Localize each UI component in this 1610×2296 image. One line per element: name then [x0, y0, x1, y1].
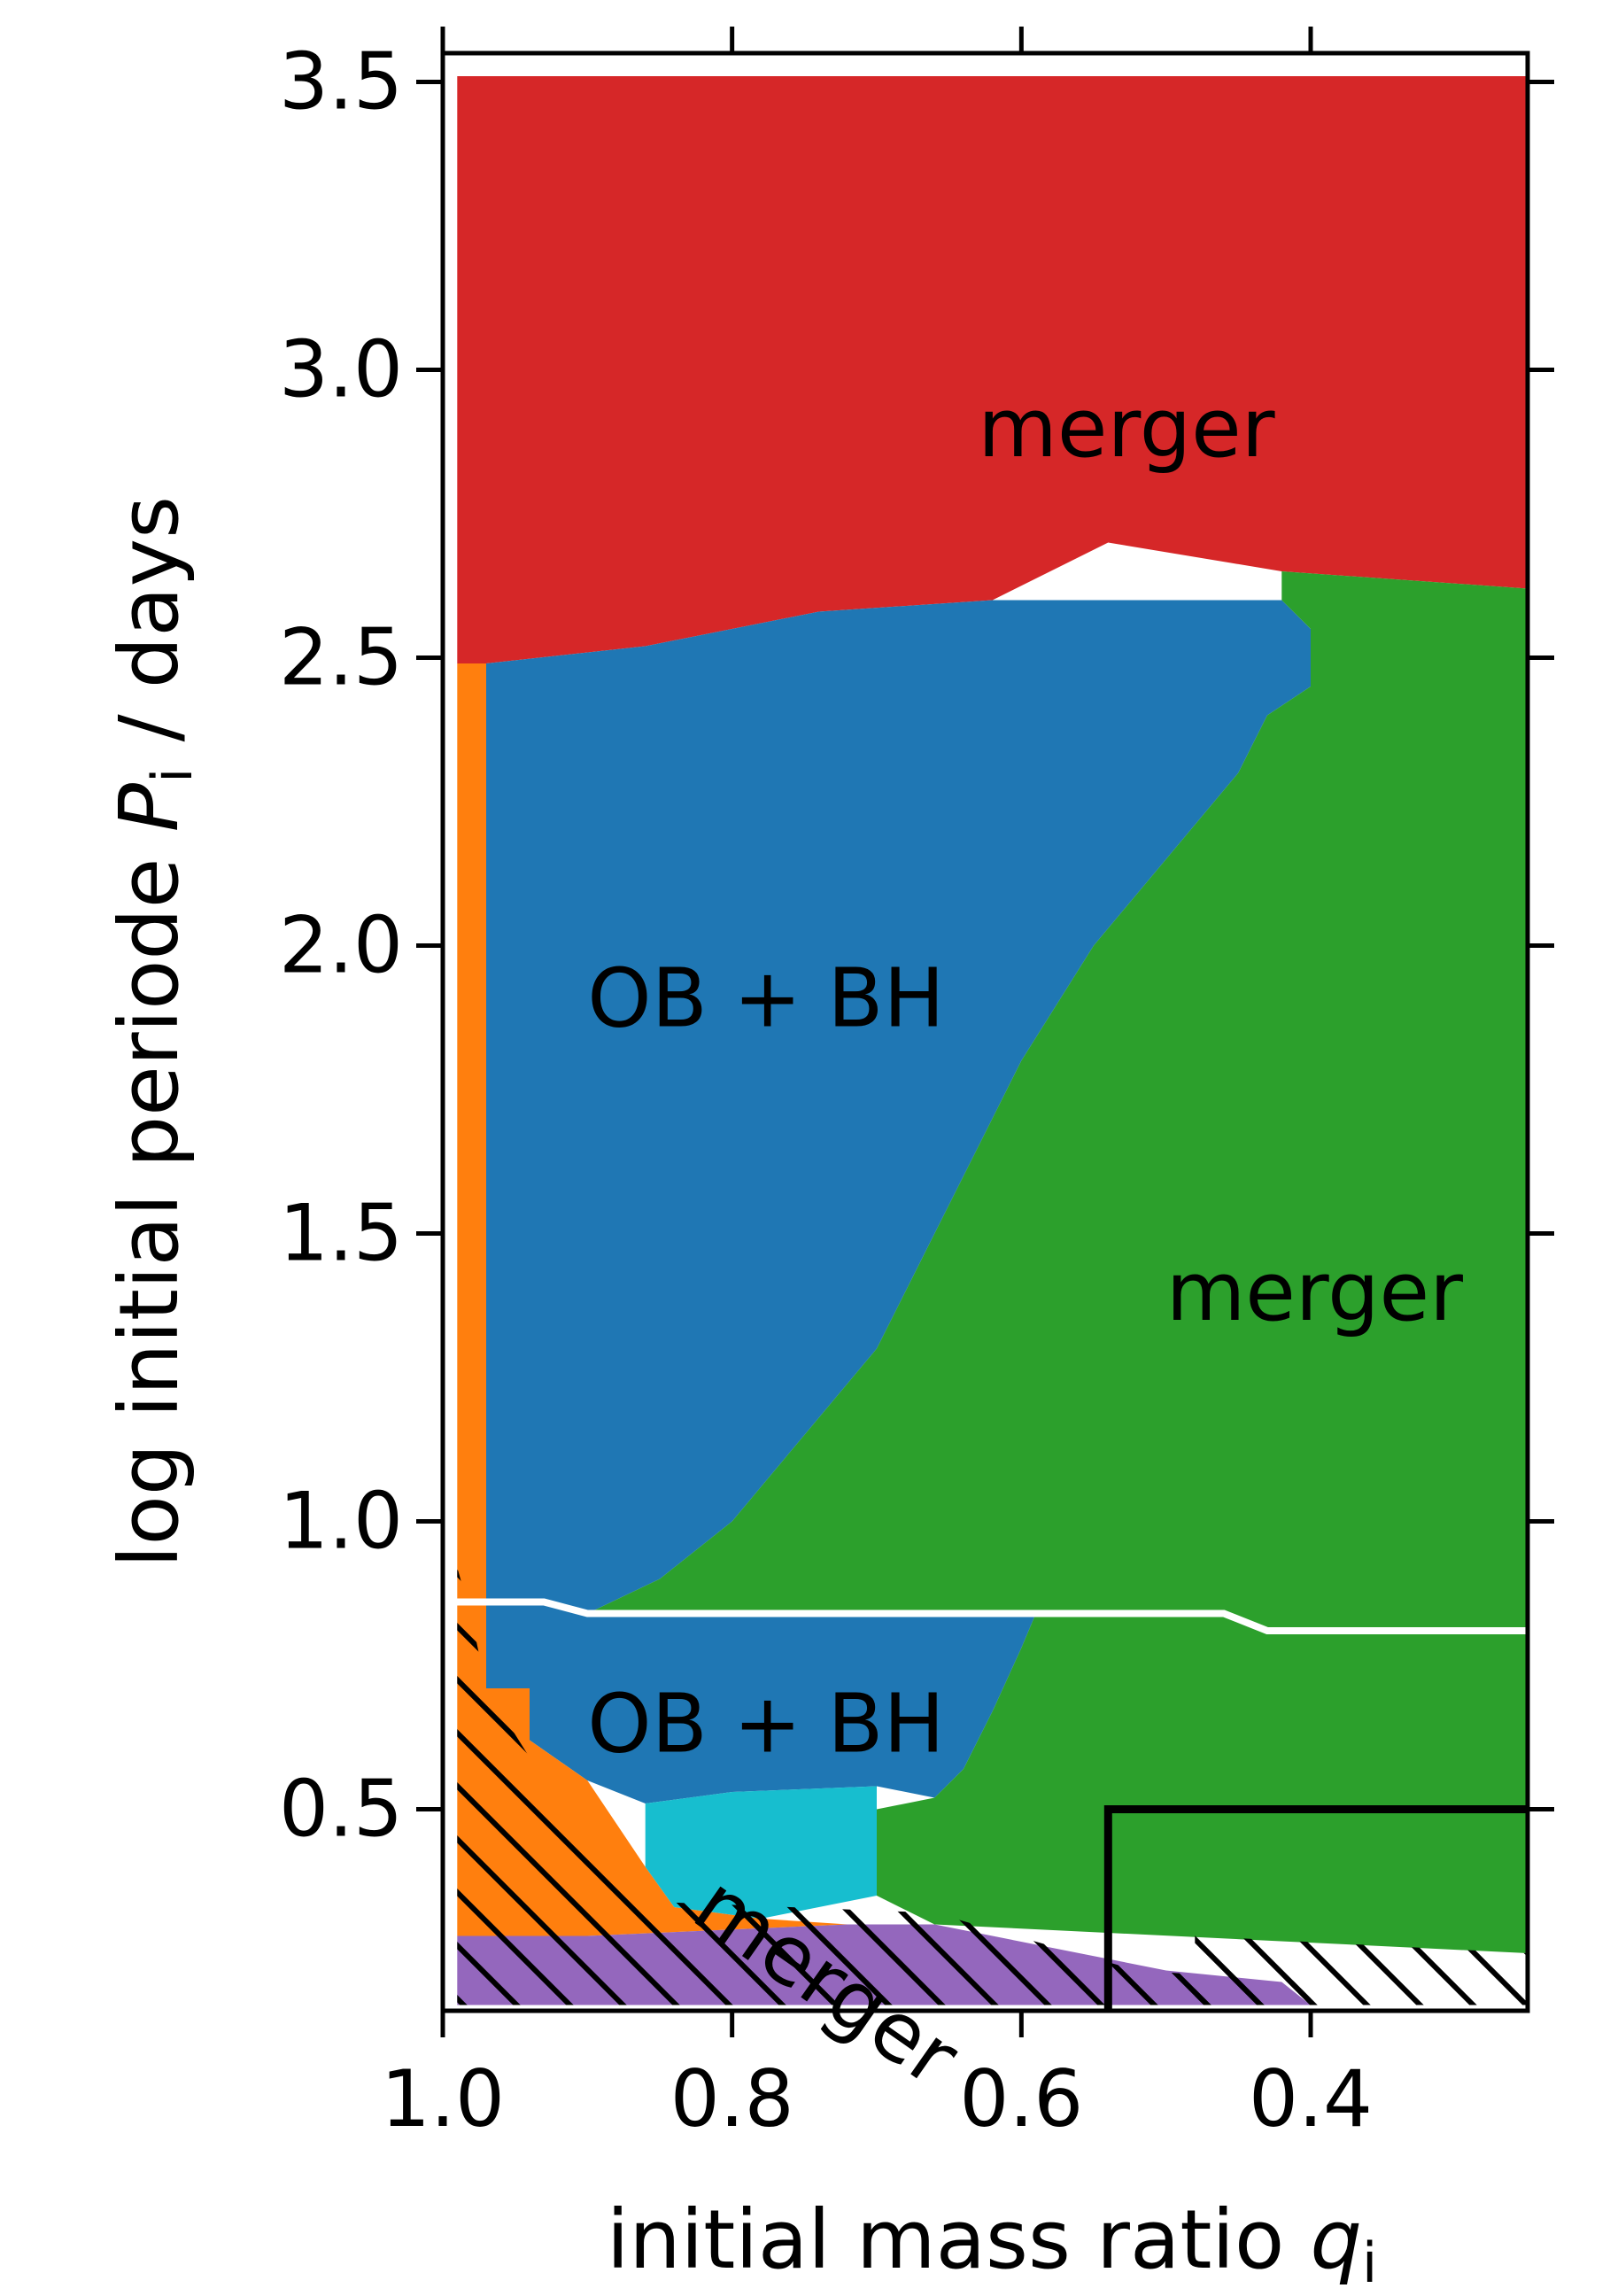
region-label-2: OB + BH	[587, 951, 944, 1046]
x-tick-label: 0.4	[1249, 2053, 1373, 2145]
region-label-4: OB + BH	[587, 1677, 944, 1772]
x-tick-label: 0.6	[959, 2053, 1083, 2145]
y-tick-label: 2.5	[279, 612, 403, 703]
hatched-region-2	[1195, 1935, 1528, 2005]
region-blue-upper	[486, 600, 1311, 1614]
y-axis-title: log initial periode Pi / days	[102, 496, 205, 1568]
y-tick-label: 3.0	[279, 324, 403, 415]
region-orange-strip	[457, 663, 486, 1688]
region-green	[587, 571, 1528, 1953]
y-tick-label: 1.5	[279, 1188, 403, 1279]
white-boundary-line	[443, 1598, 1528, 1634]
y-tick-label: 3.5	[279, 36, 403, 128]
y-tick-label: 1.0	[279, 1476, 403, 1567]
x-axis-title: initial mass ratio qi	[607, 2192, 1377, 2295]
region-red	[457, 76, 1528, 663]
hatched-region-1	[457, 1567, 1311, 2005]
region-label-3: merger	[1166, 1245, 1463, 1339]
y-tick-label: 0.5	[279, 1764, 403, 1855]
region-blue-lower	[486, 1613, 1036, 1803]
x-tick-label: 0.8	[670, 2053, 794, 2145]
plot-frame	[440, 50, 1530, 2013]
boundary-lines	[443, 1598, 1528, 2011]
x-tick-label: 1.0	[381, 2053, 505, 2145]
region-label-1: merger	[978, 381, 1274, 476]
axis-ticks: 1.0 0.8 0.6 0.4 0.5 1.0 1.5 2.0 2.5 3.0 3.5	[279, 27, 1554, 2145]
hatched-regions	[457, 1567, 1528, 2005]
y-tick-label: 2.0	[279, 900, 403, 991]
box-outline-line	[1103, 1805, 1528, 2011]
region-cyan	[645, 1786, 877, 1919]
